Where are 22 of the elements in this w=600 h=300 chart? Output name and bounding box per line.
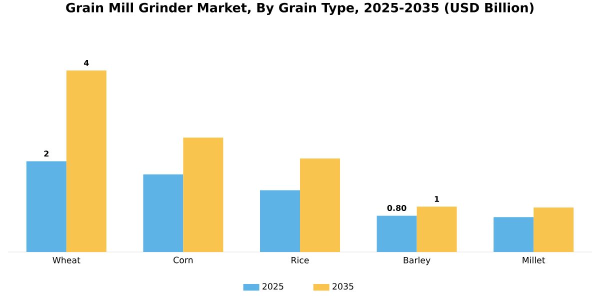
bar (534, 208, 574, 252)
bar (376, 216, 417, 252)
data-label: 4 (84, 60, 89, 66)
bar (66, 70, 106, 252)
x-tick-label: Millet (522, 256, 546, 264)
data-label: 0.80 (387, 204, 406, 211)
x-tick-label: Wheat (52, 256, 80, 264)
x-tick-label: Corn (174, 256, 193, 264)
x-tick-label: Barley (404, 256, 430, 266)
bar (26, 161, 66, 252)
bar (300, 158, 340, 252)
legend-label: 2035 (332, 283, 354, 290)
bar (143, 174, 184, 252)
data-label: 1 (434, 196, 440, 202)
bar (260, 190, 300, 252)
bar (494, 217, 534, 252)
data-label: 2 (44, 150, 48, 157)
x-tick-label: Rice (292, 256, 309, 264)
chart-title: Grain Mill Grinder Market, By Grain Type, 2025-2035 (USD Billion) (66, 2, 534, 15)
legend-label: 2025 (262, 283, 284, 290)
bar (416, 206, 457, 252)
bar (183, 138, 224, 252)
